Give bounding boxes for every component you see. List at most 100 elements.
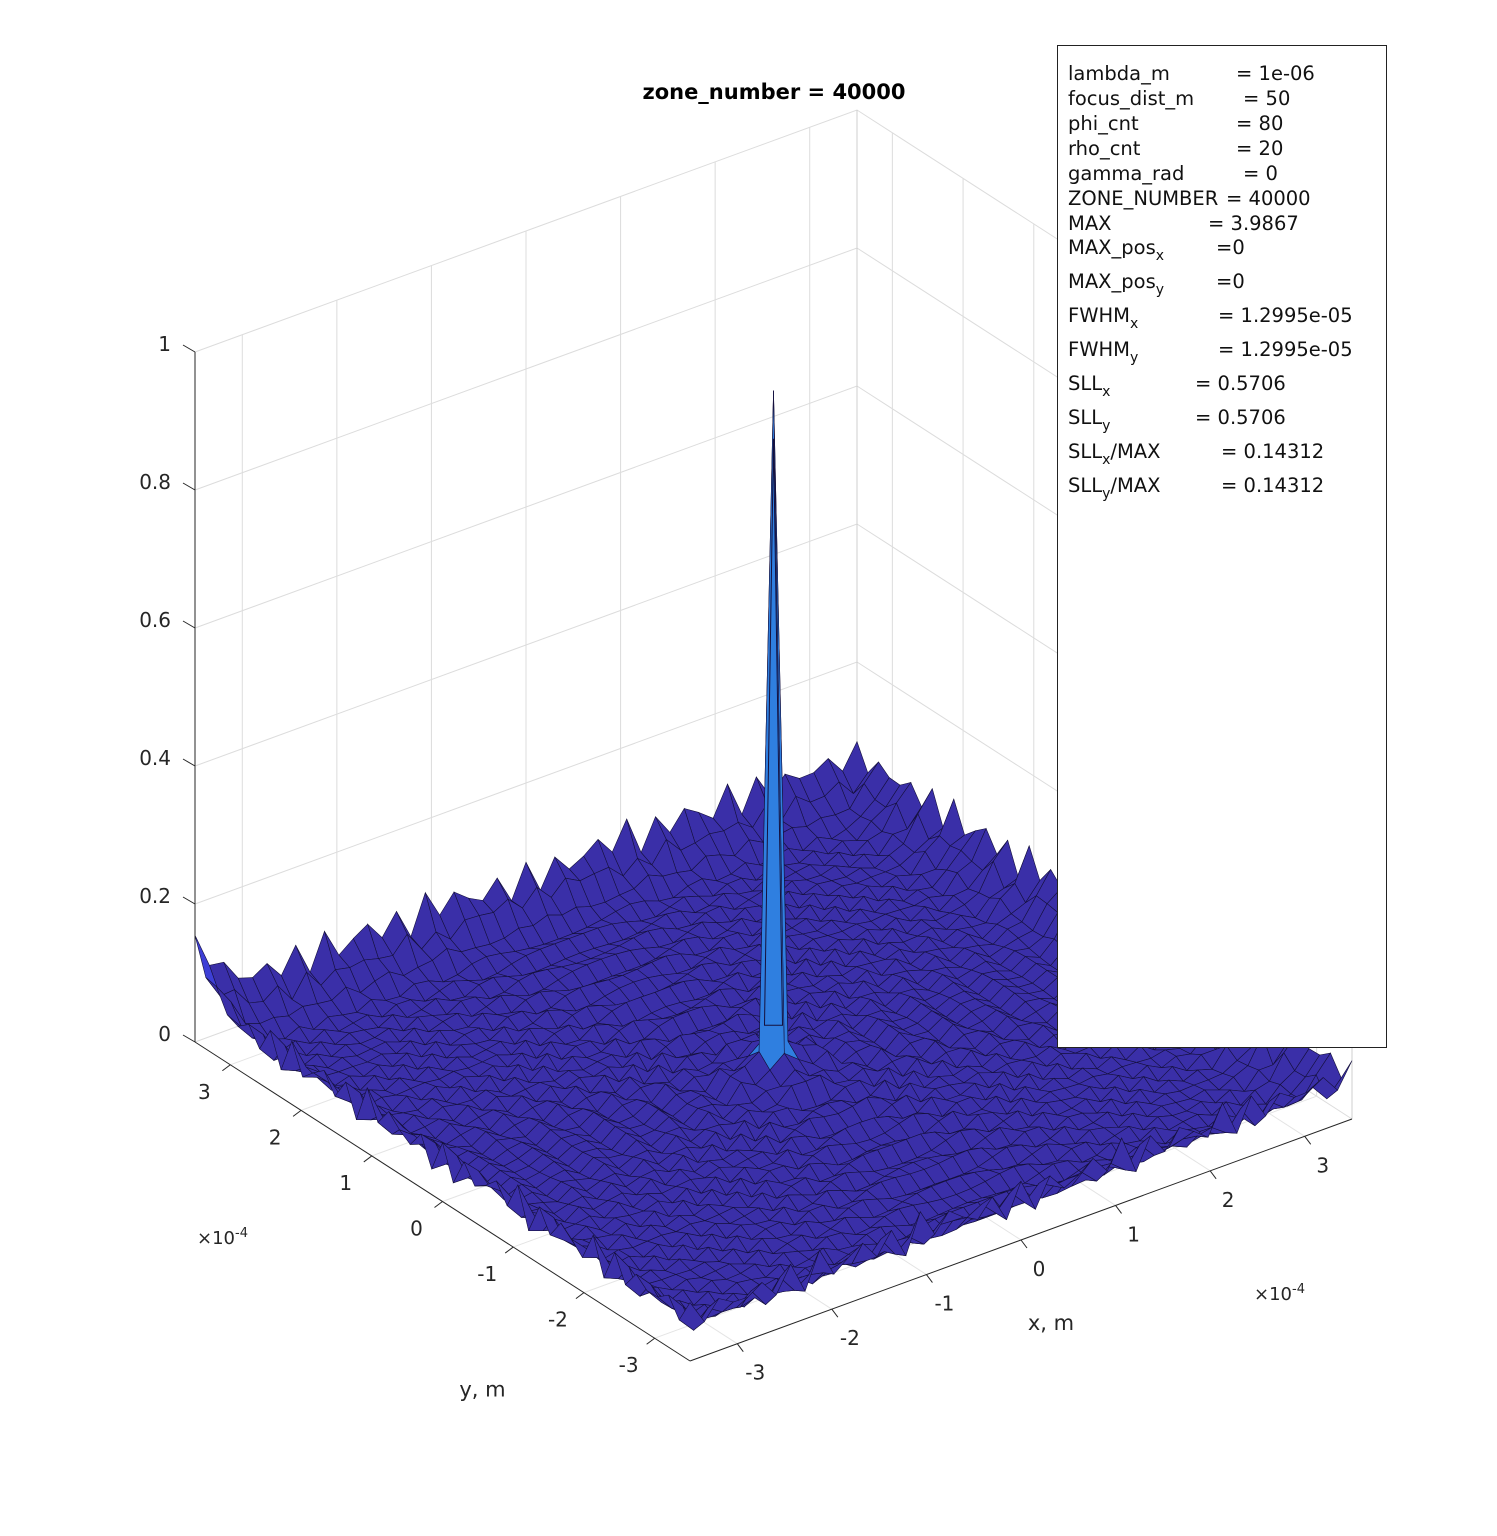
info-label-suffix: /MAX [1110,440,1161,463]
x-tick [831,1308,839,1318]
info-value: = 0.5706 [1195,372,1286,395]
z-tick [182,896,196,905]
axis-ticks: -3 -2 -1 0 1 2 3 -3 -2 -1 0 1 2 3 0 0.2 0.4 0.6 0.8 1 x, m y,… [139,332,1353,1402]
x-tick-label: 3 [1316,1153,1329,1177]
x-tick-label: 2 [1222,1188,1235,1212]
info-value: = 1.2995e-05 [1218,338,1353,361]
info-value: = 20 [1236,137,1284,160]
y-axis-label: y, m [459,1378,505,1402]
z-tick-label: 0 [158,1022,171,1046]
y-tick [434,1201,443,1208]
y-tick [575,1292,585,1300]
info-row: SLLy/MAX = 0.14312 [1068,474,1324,502]
x-exponent-label: ×10-4 [1254,1282,1305,1305]
x-axis-label: x, m [1028,1311,1074,1335]
y-tick-label: -3 [619,1353,639,1377]
info-value: = 0 [1243,162,1278,185]
info-row: FWHMx = 1.2995e-05 [1068,304,1353,332]
info-value: = 40000 [1226,187,1311,210]
info-row: SLLx = 0.5706 [1068,372,1286,400]
y-tick [646,1337,655,1345]
info-value: =0 [1216,270,1245,293]
info-value: =0 [1216,236,1245,259]
y-tick [363,1155,373,1163]
info-label: FWHM [1068,338,1130,361]
info-subscript: y [1102,486,1111,502]
z-tick [182,1034,196,1043]
z-tick-label: 0.2 [139,884,171,908]
info-label: FWHM [1068,304,1130,327]
z-tick [182,344,196,353]
chart-title: zone_number = 40000 [642,80,906,104]
info-row: MAX_posy =0 [1068,270,1245,298]
central-peak [763,438,784,1026]
info-value: = 1.2995e-05 [1218,304,1353,327]
info-subscript: y [1130,350,1139,366]
info-row: MAX_posx =0 [1068,236,1245,264]
x-tick [1115,1205,1122,1214]
x-tick-label: -1 [934,1292,954,1316]
info-row: SLLy = 0.5706 [1068,406,1286,434]
y-tick-label: -1 [477,1262,497,1286]
info-row: ZONE_NUMBER = 40000 [1068,187,1311,210]
x-tick-label: -3 [745,1361,765,1385]
z-tick [182,482,196,491]
info-row: MAX = 3.9867 [1068,212,1299,235]
info-row: phi_cnt = 80 [1068,112,1283,135]
info-label: MAX_pos [1068,270,1156,293]
x-tick-label: 1 [1127,1222,1140,1246]
y-tick-label: 3 [198,1080,211,1104]
annotation-box: lambda_m = 1e-06 focus_dist_m = 50 phi_cnt = … [1057,45,1387,1048]
y-tick-label: -2 [548,1308,568,1332]
y-tick [222,1064,231,1072]
info-value: = 1e-06 [1236,62,1315,85]
info-subscript: y [1155,282,1165,298]
info-label: gamma_rad [1068,162,1185,185]
y-tick [504,1246,514,1254]
y-tick-label: 0 [410,1217,423,1241]
info-label: lambda_m [1068,62,1170,85]
info-label: SLL [1068,406,1103,429]
x-tick [1020,1239,1028,1249]
x-tick [1209,1170,1217,1180]
info-label: rho_cnt [1068,137,1141,160]
info-label: SLL [1068,372,1103,395]
info-label: MAX_pos [1068,236,1156,259]
info-row: lambda_m = 1e-06 [1068,62,1315,85]
x-tick [926,1274,933,1283]
z-tick [182,758,196,767]
info-subscript: x [1102,384,1111,400]
info-subscript: y [1102,418,1111,434]
info-value: = 50 [1243,87,1291,110]
z-tick-label: 0.8 [139,470,171,494]
info-row: FWHMy = 1.2995e-05 [1068,338,1353,366]
info-label: SLL [1068,440,1103,463]
x-tick [736,1343,744,1353]
info-row: SLLx/MAX = 0.14312 [1068,440,1324,468]
x-tick-label: -2 [840,1326,860,1350]
x-tick [1304,1135,1312,1145]
info-label: ZONE_NUMBER [1068,187,1219,210]
z-tick-label: 0.4 [139,746,171,770]
z-tick-label: 1 [158,332,171,356]
info-subscript: x [1155,248,1165,264]
info-label: MAX [1068,212,1112,235]
info-value: = 0.5706 [1195,406,1286,429]
info-value: = 0.14312 [1221,440,1325,463]
info-label: focus_dist_m [1068,87,1195,110]
y-exponent-label: ×10-4 [197,1226,248,1249]
info-value: = 3.9867 [1208,212,1299,235]
z-tick [182,620,196,629]
y-tick [292,1109,302,1117]
info-subscript: x [1130,316,1139,332]
info-row: rho_cnt = 20 [1068,137,1283,160]
info-subscript: x [1102,452,1111,468]
z-tick-label: 0.6 [139,608,171,632]
info-label: phi_cnt [1068,112,1139,135]
y-tick-label: 2 [269,1125,282,1149]
info-value: = 80 [1236,112,1284,135]
info-label: SLL [1068,474,1103,497]
info-value: = 0.14312 [1221,474,1325,497]
y-tick-label: 1 [339,1171,352,1195]
x-tick-label: 0 [1033,1257,1046,1281]
